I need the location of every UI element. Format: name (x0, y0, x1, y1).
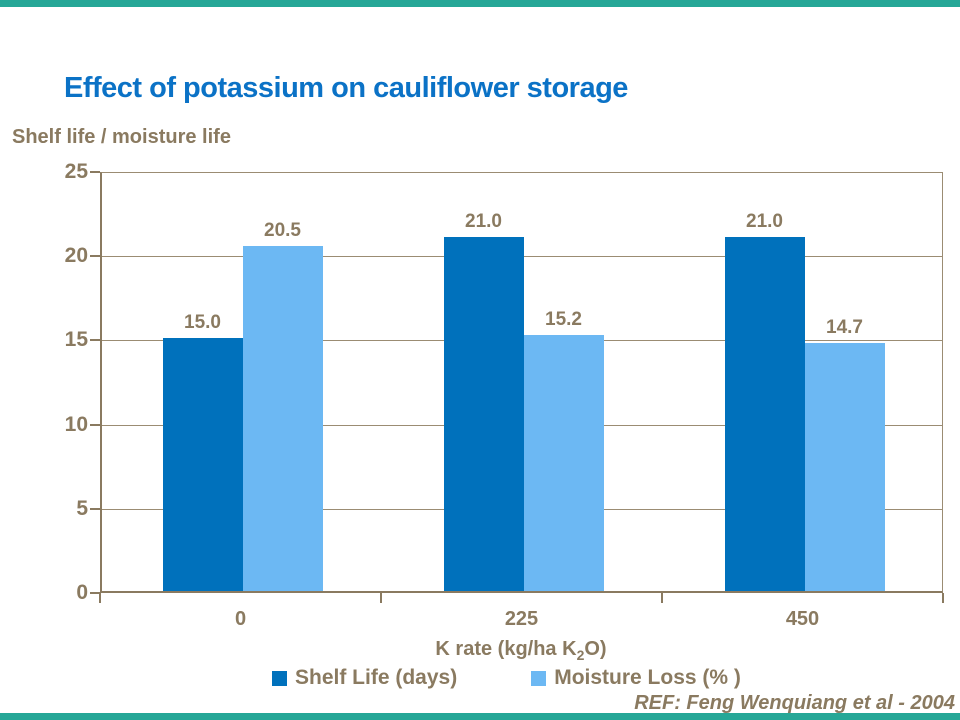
x-category-label-225: 225 (504, 608, 539, 630)
y-tick-mark (90, 592, 100, 594)
y-tick-mark (90, 423, 100, 426)
y-tick-label: 0 (76, 581, 88, 604)
top-accent-bar (0, 0, 960, 7)
x-tick-mark (942, 593, 944, 603)
bar-value-label: 20.5 (264, 219, 301, 241)
legend-label-moisture-loss: Moisture Loss (% ) (554, 666, 741, 689)
bar-value-label: 14.7 (826, 317, 863, 339)
moisture-loss-swatch-icon (531, 670, 547, 686)
x-axis-title-sub: 2 (576, 647, 585, 663)
y-tick-label: 5 (76, 496, 88, 520)
bar-shelf-life-225 (443, 237, 524, 591)
bar-value-label: 15.2 (545, 309, 582, 331)
y-tick-label: 20 (64, 244, 88, 268)
page-title: Effect of potassium on cauliflower stora… (64, 72, 628, 104)
bar-value-label: 15.0 (184, 312, 221, 334)
y-tick-label: 15 (64, 328, 88, 352)
reference-citation: REF: Feng Wenquiang et al - 2004 (634, 692, 955, 714)
x-category-label-450: 450 (785, 608, 820, 630)
x-category-label-0: 0 (234, 608, 247, 630)
y-axis-title: Shelf life / moisture life (12, 126, 231, 148)
y-tick-mark (90, 339, 100, 342)
x-tick-mark (380, 593, 382, 603)
legend: Shelf Life (days) Moisture Loss (% ) (272, 666, 741, 690)
bar-moisture-loss-450 (804, 343, 885, 591)
bar-value-label: 21.0 (465, 211, 502, 233)
x-tick-mark (99, 593, 101, 603)
shelf-life-swatch-icon (272, 670, 287, 686)
bar-moisture-loss-225 (523, 335, 604, 591)
bar-shelf-life-450 (724, 237, 805, 591)
legend-item-moisture-loss: Moisture Loss (% ) (531, 666, 741, 690)
y-tick-mark (90, 171, 100, 173)
x-axis-title: K rate (kg/ha K2O) (435, 638, 606, 663)
legend-label-shelf-life: Shelf Life (days) (295, 666, 458, 689)
bar-shelf-life-0 (162, 338, 243, 591)
bar-moisture-loss-0 (242, 245, 323, 591)
x-axis-title-pre: K rate (kg/ha K (435, 638, 577, 660)
plot-area: 15.0 20.5 21.0 15.2 21.0 14.7 (100, 172, 943, 593)
bottom-accent-bar (0, 713, 960, 720)
x-axis-title-post: O) (584, 638, 607, 660)
bar-value-label: 21.0 (746, 211, 783, 233)
y-tick-label: 25 (64, 160, 88, 183)
y-tick-label: 10 (64, 412, 88, 436)
y-tick-mark (90, 255, 100, 258)
legend-item-shelf-life: Shelf Life (days) (272, 666, 457, 690)
x-tick-mark (661, 593, 663, 603)
y-tick-mark (90, 507, 100, 510)
